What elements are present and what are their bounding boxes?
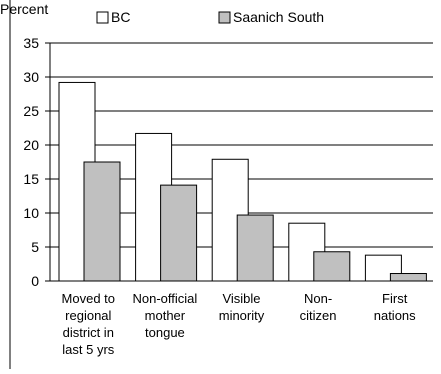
x-category-label: district in bbox=[63, 325, 114, 340]
x-category-label: nations bbox=[374, 308, 416, 323]
x-category-label: tongue bbox=[145, 325, 185, 340]
y-tick-label: 0 bbox=[31, 273, 39, 289]
y-tick-label: 30 bbox=[23, 69, 39, 85]
y-tick-label: 20 bbox=[23, 137, 39, 153]
x-category-label: Non- bbox=[304, 291, 332, 306]
bar-saanich-south bbox=[313, 251, 351, 282]
x-category-label: citizen bbox=[300, 308, 337, 323]
y-tick-label: 35 bbox=[23, 35, 39, 51]
y-tick-label: 10 bbox=[23, 205, 39, 221]
bar-saanich-south bbox=[236, 214, 274, 282]
x-category-label: mother bbox=[145, 308, 186, 323]
y-tick-label: 15 bbox=[23, 171, 39, 187]
x-category-label: Visible bbox=[222, 291, 260, 306]
x-category-label: First bbox=[382, 291, 408, 306]
legend-label: Saanich South bbox=[233, 9, 324, 25]
x-category-label: Moved to bbox=[62, 291, 115, 306]
legend-label: BC bbox=[111, 9, 130, 25]
bar-saanich-south bbox=[160, 184, 198, 282]
y-tick-label: 25 bbox=[23, 103, 39, 119]
y-tick-label: 5 bbox=[31, 239, 39, 255]
bar-saanich-south bbox=[83, 161, 121, 282]
x-category-label: minority bbox=[219, 308, 265, 323]
bar-saanich-south bbox=[389, 273, 427, 282]
x-category-label: Non-official bbox=[133, 291, 198, 306]
legend-swatch bbox=[96, 11, 109, 24]
x-category-label: last 5 yrs bbox=[62, 342, 115, 357]
legend-swatch bbox=[218, 11, 231, 24]
y-axis-label: Percent bbox=[0, 1, 48, 17]
x-category-label: regional bbox=[65, 308, 111, 323]
